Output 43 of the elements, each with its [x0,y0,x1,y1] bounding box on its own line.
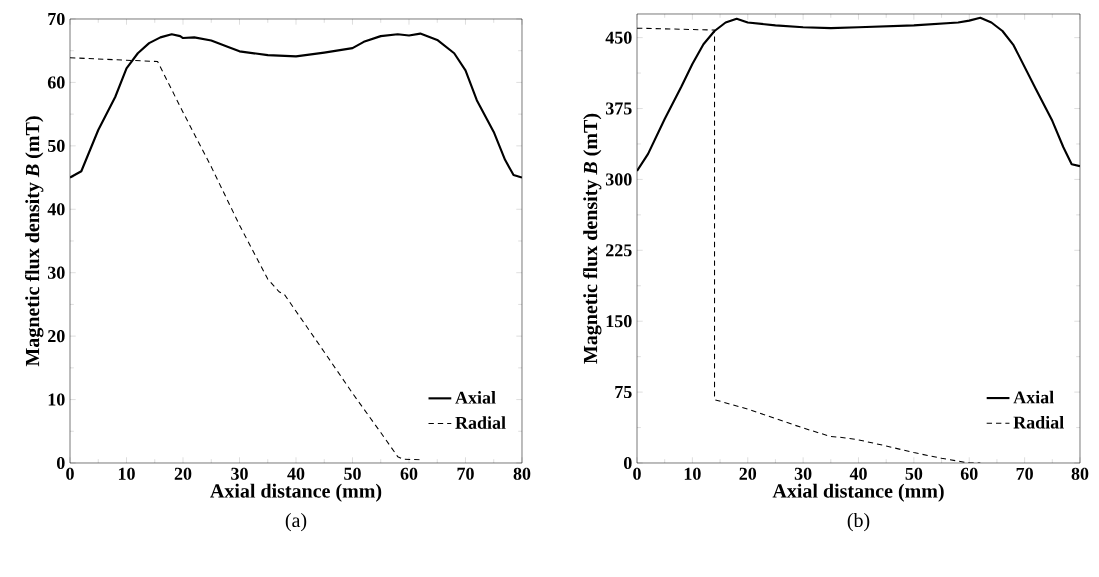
x-tick-label: 30 [794,467,812,480]
x-tick-label: 70 [457,467,474,480]
x-tick-label: 0 [633,467,641,480]
x-tick-label: 20 [174,467,192,480]
y-tick-label: 10 [48,393,65,406]
x-tick-label: 20 [739,467,757,480]
x-tick-label: 50 [344,467,361,480]
y-tick-label: 75 [615,386,632,399]
y-tick-label: 0 [56,456,65,470]
x-tick-label: 70 [1016,467,1033,480]
legend-label: Axial [1013,390,1054,404]
x-tick-label: 80 [513,467,531,480]
text: (a) [285,513,307,532]
x-axis-title: Axial distance (mm) [772,483,944,502]
y-axis-title: Magnetic flux density B (mT) [24,116,44,367]
y-tick-label: 150 [606,315,632,328]
x-tick-label: 0 [66,467,74,480]
x-tick-label: 30 [231,467,248,480]
x-tick-label: 80 [1071,467,1089,480]
y-tick-label: 375 [605,102,632,115]
legend-label: Axial [455,391,496,404]
y-tick-label: 300 [605,173,632,186]
y-tick-label: 50 [48,139,65,152]
y-tick-label: 225 [606,244,632,257]
x-tick-label: 10 [118,467,135,480]
x-tick-label: 10 [684,467,701,480]
y-tick-label: 20 [48,330,65,343]
y-tick-label: 70 [48,12,65,26]
x-tick-label: 60 [400,467,418,480]
legend-label: Radial [1013,415,1064,429]
x-tick-label: 40 [849,467,867,480]
text: (b) [847,513,870,532]
y-axis-title: Magnetic flux density B (mT) [582,113,602,364]
x-tick-label: 50 [905,467,923,480]
x-tick-label: 40 [287,467,305,480]
y-tick-label: 60 [47,76,65,89]
y-tick-label: 30 [47,266,65,279]
legend-label: Radial [455,416,506,429]
y-tick-label: 0 [623,456,632,470]
y-tick-label: 40 [47,203,65,216]
x-axis-title: Axial distance (mm) [210,483,382,502]
x-tick-label: 60 [960,467,978,480]
y-tick-label: 450 [605,31,632,44]
